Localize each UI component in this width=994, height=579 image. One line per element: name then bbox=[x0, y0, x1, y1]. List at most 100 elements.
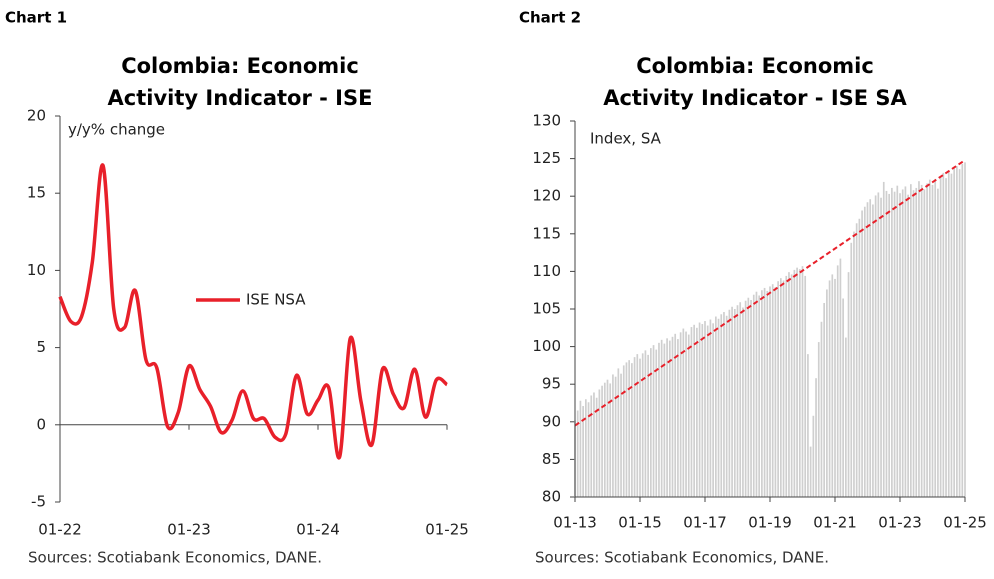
bar bbox=[668, 340, 671, 497]
bar bbox=[774, 287, 777, 497]
bar bbox=[877, 192, 880, 497]
bar bbox=[679, 332, 682, 497]
y-tick-label: 15 bbox=[27, 184, 46, 202]
bar bbox=[725, 315, 728, 497]
bar bbox=[961, 163, 964, 497]
bar bbox=[790, 274, 793, 497]
bar bbox=[912, 190, 915, 497]
bar bbox=[842, 298, 844, 497]
x-tick-label: 01-24 bbox=[296, 521, 340, 539]
bar bbox=[723, 312, 725, 497]
bar bbox=[823, 302, 826, 497]
axis-unit-label: y/y% change bbox=[68, 121, 165, 139]
bar bbox=[595, 397, 598, 497]
y-tick-label: 90 bbox=[542, 412, 561, 430]
bar bbox=[920, 184, 923, 498]
bar bbox=[606, 379, 609, 497]
bar bbox=[782, 280, 785, 497]
bar bbox=[609, 383, 612, 497]
chart-title: Activity Indicator - ISE SA bbox=[603, 86, 907, 110]
bar bbox=[828, 280, 831, 497]
bar bbox=[582, 406, 584, 497]
chart-title: Colombia: Economic bbox=[121, 54, 359, 78]
bar bbox=[807, 354, 809, 497]
y-tick-label: 115 bbox=[532, 224, 561, 242]
y-tick-label: -5 bbox=[31, 493, 46, 511]
bar bbox=[937, 188, 939, 497]
bar bbox=[612, 374, 614, 497]
bar bbox=[934, 178, 937, 498]
bar bbox=[909, 184, 912, 497]
chart-label: Chart 2 bbox=[519, 9, 581, 27]
y-tick-label: 10 bbox=[27, 261, 46, 279]
bar bbox=[815, 378, 817, 497]
bar bbox=[763, 287, 766, 497]
bar bbox=[904, 186, 907, 497]
bar bbox=[855, 223, 858, 497]
bar bbox=[587, 402, 590, 497]
bar bbox=[736, 305, 739, 497]
y-tick-label: 100 bbox=[532, 337, 561, 355]
bar bbox=[649, 348, 652, 497]
bar bbox=[844, 337, 847, 497]
bar bbox=[853, 231, 855, 497]
bar bbox=[617, 368, 620, 497]
bar bbox=[866, 202, 869, 497]
bar bbox=[874, 195, 877, 497]
x-tick-label: 01-22 bbox=[38, 521, 82, 539]
bar bbox=[907, 194, 909, 498]
y-tick-label: 95 bbox=[542, 375, 561, 393]
bar bbox=[674, 333, 677, 497]
bar bbox=[655, 349, 658, 497]
bar bbox=[826, 289, 828, 497]
bar bbox=[872, 204, 874, 498]
bar bbox=[590, 395, 593, 497]
x-tick-label: 01-25 bbox=[943, 514, 987, 532]
bar bbox=[647, 354, 649, 497]
bar bbox=[885, 190, 888, 497]
bar bbox=[636, 354, 639, 497]
bar bbox=[771, 284, 774, 497]
x-tick-label: 01-21 bbox=[813, 514, 857, 532]
bar bbox=[766, 290, 769, 497]
bar bbox=[685, 331, 687, 497]
bar bbox=[891, 187, 893, 498]
bar bbox=[744, 300, 747, 497]
bar bbox=[817, 342, 820, 497]
bar bbox=[752, 294, 755, 497]
y-tick-label: 20 bbox=[27, 107, 46, 125]
bar bbox=[758, 295, 761, 497]
bar bbox=[942, 172, 945, 497]
bar bbox=[733, 309, 736, 497]
bar bbox=[918, 181, 920, 497]
bar bbox=[788, 272, 790, 497]
bar bbox=[682, 328, 685, 497]
bar bbox=[693, 324, 696, 497]
x-tick-label: 01-13 bbox=[553, 514, 597, 532]
bar bbox=[953, 168, 956, 497]
bar bbox=[603, 382, 606, 497]
bar bbox=[896, 185, 899, 497]
bar bbox=[660, 339, 663, 497]
bar bbox=[769, 286, 771, 497]
y-tick-label: 110 bbox=[532, 262, 561, 280]
x-tick-label: 01-17 bbox=[683, 514, 727, 532]
bar bbox=[690, 327, 693, 497]
bar bbox=[926, 183, 928, 497]
bar bbox=[658, 342, 660, 497]
line-series bbox=[58, 163, 449, 460]
bar bbox=[858, 218, 861, 497]
y-tick-label: 85 bbox=[542, 450, 561, 468]
bar bbox=[696, 327, 698, 497]
bar bbox=[641, 353, 644, 497]
y-tick-label: 80 bbox=[542, 488, 561, 506]
bar bbox=[958, 169, 961, 498]
bar bbox=[831, 274, 834, 497]
y-tick-label: 105 bbox=[532, 300, 561, 318]
bar bbox=[625, 362, 628, 497]
bar bbox=[698, 322, 701, 497]
bar bbox=[945, 178, 947, 498]
bar bbox=[687, 334, 690, 497]
legend-label: ISE NSA bbox=[246, 291, 306, 309]
bar bbox=[622, 365, 625, 497]
